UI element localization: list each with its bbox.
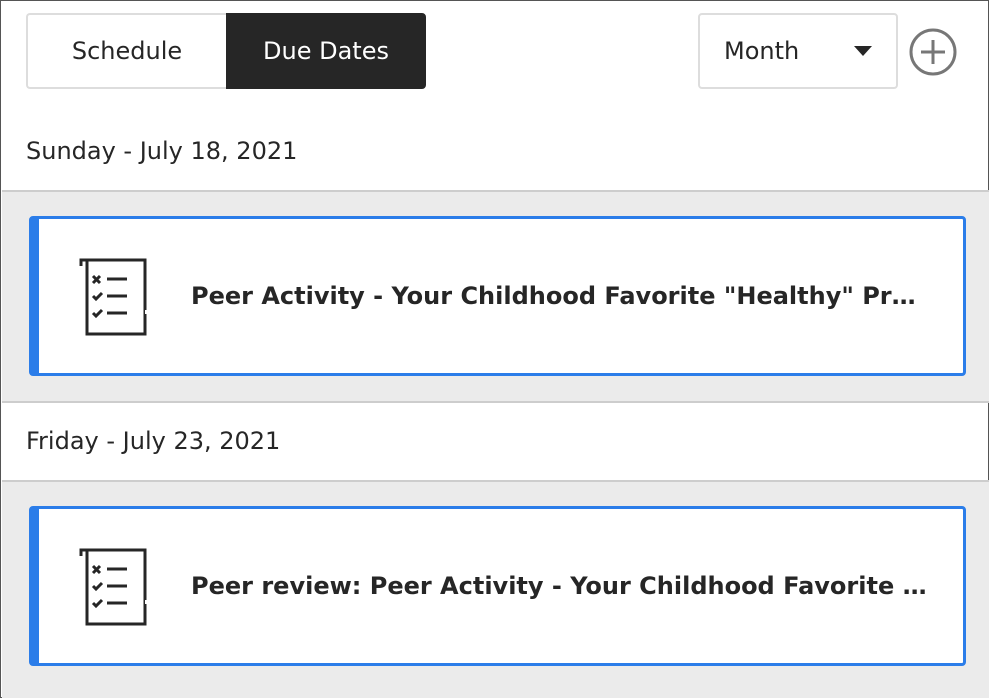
view-select[interactable]: Month <box>698 13 898 89</box>
checklist-icon <box>79 548 149 626</box>
checklist-icon <box>79 258 149 336</box>
tab-due-dates[interactable]: Due Dates <box>226 13 426 89</box>
due-item-card[interactable]: Peer review: Peer Activity - Your Childh… <box>29 506 966 666</box>
plus-circle-icon[interactable] <box>909 28 957 76</box>
view-tabs: Schedule Due Dates <box>26 13 426 89</box>
divider <box>2 401 989 403</box>
due-item-title[interactable]: Peer review: Peer Activity - Your Childh… <box>191 572 931 600</box>
date-heading: Sunday - July 18, 2021 <box>26 137 298 165</box>
date-heading: Friday - July 23, 2021 <box>26 427 281 455</box>
caret-down-icon <box>854 46 872 56</box>
view-select-value: Month <box>724 37 800 65</box>
tab-schedule[interactable]: Schedule <box>26 13 226 89</box>
due-item-card[interactable]: Peer Activity - Your Childhood Favorite … <box>29 216 966 376</box>
due-item-title[interactable]: Peer Activity - Your Childhood Favorite … <box>191 282 931 310</box>
